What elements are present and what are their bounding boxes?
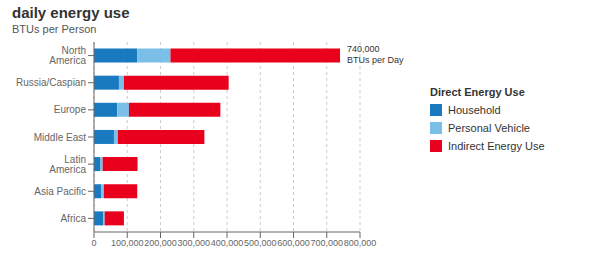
svg-text:700,000: 700,000 <box>310 238 343 248</box>
svg-text:0: 0 <box>91 238 96 248</box>
html-text:Indirect Energy Use: Indirect Energy Use <box>448 140 545 152</box>
svg-text:400,000: 400,000 <box>211 238 244 248</box>
html-text:BTUs per Person: BTUs per Person <box>12 23 97 35</box>
svg-text:200,000: 200,000 <box>144 238 177 248</box>
svg-text:Asia Pacific: Asia Pacific <box>34 186 86 197</box>
svg-text:740,000BTUs per Day: 740,000BTUs per Day <box>347 44 404 65</box>
svg-text:LatinAmerica: LatinAmerica <box>49 154 86 175</box>
svg-text:Europe: Europe <box>54 104 87 115</box>
html-text:Household: Household <box>448 104 501 116</box>
svg-text:300,000: 300,000 <box>177 238 210 248</box>
svg-text:NorthAmerica: NorthAmerica <box>49 45 86 66</box>
html-text:daily energy use: daily energy use <box>12 4 130 21</box>
svg-text:500,000: 500,000 <box>244 238 277 248</box>
svg-text:600,000: 600,000 <box>277 238 310 248</box>
svg-text:Africa: Africa <box>60 213 86 224</box>
svg-text:Middle East: Middle East <box>34 132 86 143</box>
svg-text:100,000: 100,000 <box>111 238 144 248</box>
svg-text:Russia/Caspian: Russia/Caspian <box>16 77 86 88</box>
html-text:Personal Vehicle: Personal Vehicle <box>448 122 530 134</box>
svg-text:800,000: 800,000 <box>344 238 377 248</box>
html-text:Direct Energy Use: Direct Energy Use <box>430 86 525 98</box>
